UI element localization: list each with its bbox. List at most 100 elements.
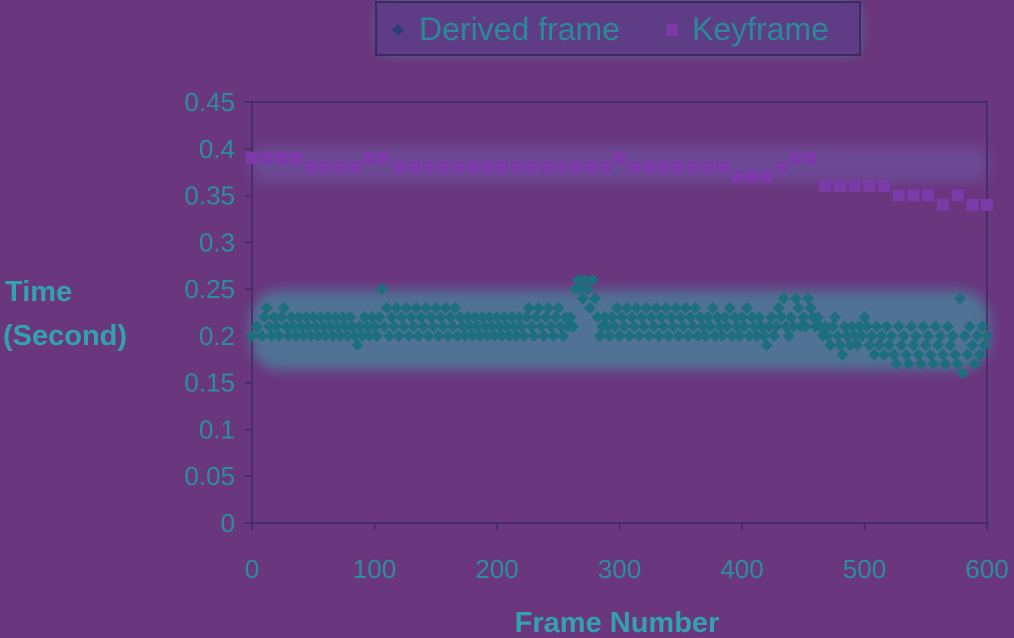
derived-frame-point [321, 311, 334, 324]
derived-frame-point [493, 320, 506, 333]
derived-frame-point [326, 329, 339, 342]
derived-frame-point [628, 320, 641, 333]
keyframe-point [290, 152, 303, 165]
derived-frame-point [297, 329, 310, 342]
keyframe-point [584, 161, 597, 174]
legend: Derived frame Keyframe [375, 1, 861, 56]
derived-frame-point [789, 292, 802, 305]
derived-frame-point [461, 311, 474, 324]
derived-frame-point [324, 320, 337, 333]
derived-frame-point [503, 329, 516, 342]
x-tick-label: 600 [965, 554, 1008, 584]
derived-frame-point [268, 311, 281, 324]
y-tick-label: 0 [221, 508, 235, 538]
derived-frame-point [642, 329, 655, 342]
keyframe-point [657, 161, 670, 174]
derived-frame-point [586, 273, 599, 286]
y-tick-label: 0.4 [199, 134, 235, 164]
derived-frame-point [954, 292, 967, 305]
derived-frame-point [978, 339, 991, 352]
derived-frame-point [787, 320, 800, 333]
keyframe-point [407, 161, 420, 174]
derived-frame-point [929, 320, 942, 333]
derived-frame-point [868, 348, 881, 361]
derived-frame-point [802, 292, 815, 305]
derived-frame-point [517, 329, 530, 342]
derived-frame-point [535, 320, 548, 333]
derived-frame-point [454, 311, 467, 324]
derived-frame-point [684, 311, 697, 324]
derived-frame-point [486, 320, 499, 333]
x-tick-label: 500 [843, 554, 886, 584]
derived-frame-point [831, 329, 844, 342]
derived-frame-point [459, 329, 472, 342]
derived-frame-point [246, 329, 258, 342]
keyframe-point [525, 161, 538, 174]
derived-frame-point [981, 329, 993, 342]
derived-frame-point [716, 329, 729, 342]
derived-frame-point [520, 311, 533, 324]
derived-frame-point [280, 320, 293, 333]
derived-frame-point [652, 329, 665, 342]
derived-frame-point [841, 329, 854, 342]
derived-frame-point [277, 301, 290, 314]
derived-frame-point [370, 329, 383, 342]
y-axis: 0 0.05 0.1 0.15 0.2 0.25 0.3 0.35 0.4 0.45 [184, 87, 252, 538]
derived-frame-point [579, 273, 592, 286]
derived-frame-point [770, 320, 783, 333]
derived-frame-point [711, 311, 724, 324]
derived-frame-point [383, 329, 396, 342]
derived-frame-point [581, 283, 594, 296]
derived-frame-point [973, 348, 986, 361]
x-tick-label: 100 [353, 554, 396, 584]
derived-frame-point [860, 320, 873, 333]
derived-frame-point [500, 320, 513, 333]
derived-frame-point [709, 329, 722, 342]
derived-frame-point [941, 320, 954, 333]
derived-frame-point [576, 292, 589, 305]
derived-frame-point [356, 329, 369, 342]
derived-frame-point [672, 329, 685, 342]
keyframe-point [451, 161, 464, 174]
keyframe-point [540, 161, 552, 174]
derived-frame-point [508, 320, 521, 333]
keyframe-point [569, 161, 582, 174]
derived-frame-point [505, 311, 518, 324]
derived-frame-point [875, 329, 888, 342]
derived-frame-point [782, 329, 795, 342]
derived-frame-point [713, 320, 726, 333]
derived-frame-point [361, 320, 374, 333]
derived-frame-point [645, 311, 658, 324]
keyframe-point [804, 152, 817, 165]
derived-frame-point [307, 311, 320, 324]
derived-frame-point [290, 329, 303, 342]
derived-frame-point [961, 348, 974, 361]
derived-frame-point [912, 348, 925, 361]
derived-frame-point [339, 320, 352, 333]
derived-frame-point [329, 311, 342, 324]
derived-frame-point [265, 329, 278, 342]
keyframe-point [966, 198, 979, 211]
derived-frame-point [819, 320, 832, 333]
derived-frame-point [393, 329, 405, 342]
keyframe-point [819, 180, 832, 193]
derived-frame-point [613, 329, 626, 342]
derived-frame-point [348, 329, 361, 342]
derived-frame-point [664, 311, 677, 324]
derived-frame-point [865, 329, 878, 342]
derived-frame-point [650, 301, 663, 314]
derived-frame-point [282, 329, 295, 342]
derived-frame-point [909, 329, 922, 342]
derived-frame-point [895, 339, 908, 352]
derived-frame-point [292, 311, 305, 324]
x-axis-title: Frame Number [515, 607, 720, 638]
derived-frame-point [758, 329, 771, 342]
derived-frame-point [902, 357, 915, 370]
derived-frame-point [718, 311, 731, 324]
derived-frame-point [250, 320, 263, 333]
keyframe-point [922, 189, 935, 202]
derived-frame-point [402, 329, 415, 342]
derived-frame-point [736, 311, 748, 324]
derived-frame-point [870, 320, 883, 333]
derived-frame-point [647, 320, 660, 333]
